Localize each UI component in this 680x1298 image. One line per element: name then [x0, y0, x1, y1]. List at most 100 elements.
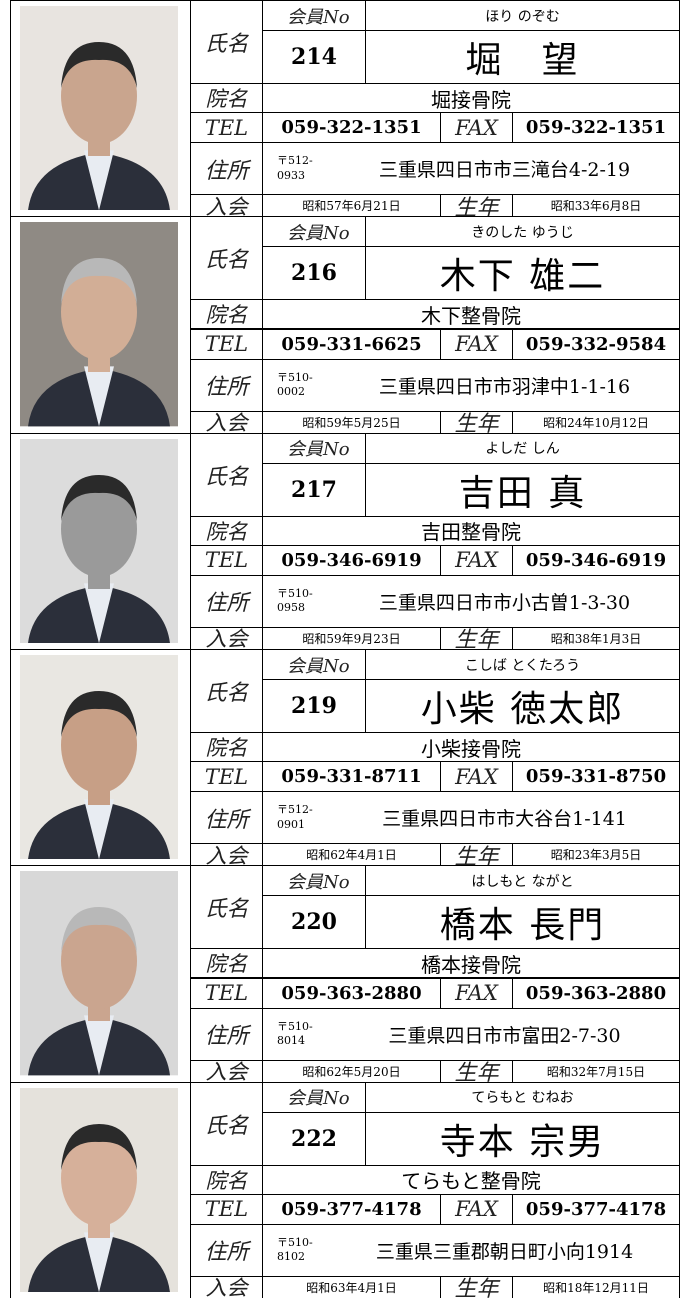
label: 生年: [440, 626, 513, 650]
member-no: 214: [262, 30, 366, 85]
label: FAX: [440, 544, 513, 576]
address: 三重県三重郡朝日町小向1914: [330, 1223, 680, 1277]
tel: 059-346-6919: [262, 544, 441, 576]
label: 会員No: [262, 0, 366, 32]
tel: 059-377-4178: [262, 1193, 441, 1225]
label: TEL: [190, 977, 263, 1009]
postal-line: 〒510-: [277, 370, 313, 384]
label: TEL: [190, 761, 263, 793]
reading: はしもと ながと: [365, 865, 680, 897]
label: 生年: [440, 1059, 513, 1083]
member-photo: [20, 438, 178, 643]
label: 院名: [190, 299, 263, 330]
postal: 〒510- 8102: [262, 1223, 331, 1277]
label: 入会: [190, 626, 263, 650]
label: 会員No: [262, 865, 366, 897]
member-name: 小柴 徳太郎: [365, 679, 680, 734]
label: 院名: [190, 732, 263, 763]
born: 昭和32年7月15日: [512, 1059, 680, 1083]
label: 住所: [190, 574, 263, 628]
label: 院名: [190, 948, 263, 979]
label: 会員No: [262, 432, 366, 464]
clinic: 橋本接骨院: [262, 948, 680, 979]
label: 生年: [440, 843, 513, 867]
address: 三重県四日市市羽津中1-1-16: [330, 358, 680, 412]
member-name: 吉田 真: [365, 462, 680, 517]
label: TEL: [190, 1193, 263, 1225]
label: 住所: [190, 1007, 263, 1061]
label: 氏名: [190, 865, 263, 950]
postal: 〒510- 0958: [262, 574, 331, 628]
member-photo: [20, 871, 178, 1076]
label: 院名: [190, 83, 263, 114]
label: 会員No: [262, 216, 366, 248]
joined: 昭和62年5月20日: [262, 1059, 441, 1083]
joined: 昭和59年5月25日: [262, 410, 441, 434]
fax: 059-322-1351: [512, 112, 680, 144]
postal-line: 8102: [277, 1250, 305, 1264]
clinic: 木下整骨院: [262, 299, 680, 330]
joined: 昭和63年4月1日: [262, 1275, 441, 1298]
address: 三重県四日市市小古曽1-3-30: [330, 574, 680, 628]
postal-line: 0933: [277, 168, 305, 182]
label: 住所: [190, 1223, 263, 1277]
tel: 059-363-2880: [262, 977, 441, 1009]
postal: 〒510- 8014: [262, 1007, 331, 1061]
postal-line: 0958: [277, 601, 305, 615]
postal-line: 8014: [277, 1034, 305, 1048]
address: 三重県四日市市三滝台4-2-19: [330, 142, 680, 196]
label: 氏名: [190, 432, 263, 517]
member-no: 222: [262, 1111, 366, 1166]
member-photo: [20, 1087, 178, 1292]
postal-line: 0002: [277, 385, 305, 399]
label: 住所: [190, 791, 263, 845]
clinic: 小柴接骨院: [262, 732, 680, 763]
clinic: てらもと整骨院: [262, 1164, 680, 1195]
fax: 059-331-8750: [512, 761, 680, 793]
label: FAX: [440, 761, 513, 793]
label: TEL: [190, 328, 263, 360]
joined: 昭和59年9月23日: [262, 626, 441, 650]
fax: 059-363-2880: [512, 977, 680, 1009]
clinic: 吉田整骨院: [262, 515, 680, 546]
reading: きのした ゆうじ: [365, 216, 680, 248]
tel: 059-331-8711: [262, 761, 441, 793]
member-name: 橋本 長門: [365, 895, 680, 950]
label: 氏名: [190, 1081, 263, 1166]
fax: 059-377-4178: [512, 1193, 680, 1225]
postal-line: 〒512-: [277, 803, 313, 817]
member-name: 堀 望: [365, 30, 680, 85]
label: FAX: [440, 977, 513, 1009]
joined: 昭和62年4月1日: [262, 843, 441, 867]
label: TEL: [190, 112, 263, 144]
label: 住所: [190, 142, 263, 196]
label: 生年: [440, 410, 513, 434]
tel: 059-331-6625: [262, 328, 441, 360]
label: 会員No: [262, 1081, 366, 1113]
postal-line: 〒510-: [277, 587, 313, 601]
born: 昭和23年3月5日: [512, 843, 680, 867]
label: 院名: [190, 1164, 263, 1195]
member-name: 木下 雄二: [365, 246, 680, 301]
postal-line: 〒510-: [277, 1019, 313, 1033]
label: 生年: [440, 1275, 513, 1298]
member-no: 219: [262, 679, 366, 734]
born: 昭和24年10月12日: [512, 410, 680, 434]
member-photo: [20, 6, 178, 211]
member-no: 220: [262, 895, 366, 950]
member-name: 寺本 宗男: [365, 1111, 680, 1166]
postal: 〒512- 0933: [262, 142, 331, 196]
reading: よしだ しん: [365, 432, 680, 464]
label: FAX: [440, 328, 513, 360]
label: FAX: [440, 1193, 513, 1225]
reading: てらもと むねお: [365, 1081, 680, 1113]
member-no: 217: [262, 462, 366, 517]
address: 三重県四日市市大谷台1-141: [330, 791, 680, 845]
postal-line: 0901: [277, 817, 305, 831]
fax: 059-332-9584: [512, 328, 680, 360]
label: 院名: [190, 515, 263, 546]
label: FAX: [440, 112, 513, 144]
reading: こしば とくたろう: [365, 649, 680, 681]
born: 昭和18年12月11日: [512, 1275, 680, 1298]
